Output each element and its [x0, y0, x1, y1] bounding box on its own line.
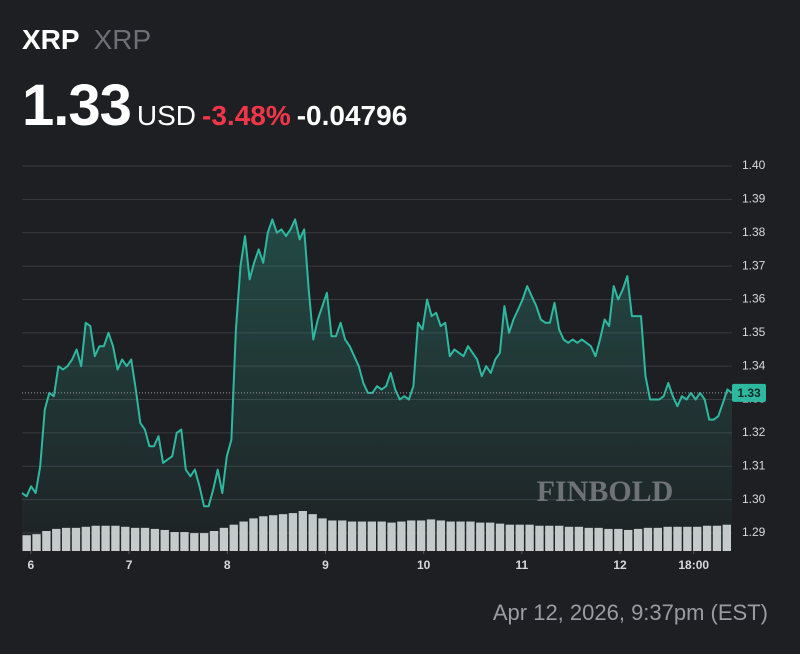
y-tick-label: 1.36 [742, 292, 766, 306]
asset-name: XRP [93, 24, 152, 55]
last-price-badge [732, 383, 766, 402]
change-percent: -3.48% [202, 100, 291, 131]
symbol: XRP [22, 24, 80, 55]
x-tick-label: 7 [126, 558, 133, 572]
header: XRP XRP [22, 24, 151, 56]
y-tick-label: 1.38 [742, 225, 766, 239]
watermark: FINBOLD [537, 475, 674, 508]
currency: USD [136, 100, 197, 131]
x-tick-label: 6 [27, 558, 34, 572]
y-tick-label: 1.37 [742, 258, 766, 272]
last-price-label: 1.33 [737, 386, 761, 400]
y-tick-label: 1.30 [742, 492, 766, 506]
x-tick-label: 12 [613, 558, 627, 572]
price-line [21, 218, 733, 508]
change: -0.04796 [296, 100, 408, 131]
y-tick-label: 1.31 [742, 458, 766, 472]
x-tick-label: 10 [417, 558, 431, 572]
y-tick-label: 1.35 [742, 325, 766, 339]
price: 1.33 [22, 73, 132, 138]
y-tick-label: 1.34 [742, 358, 766, 372]
chart: 1.29 1.30 1.31 1.32 1.33 1.34 1.35 1.36 1.37 1.38… [21, 158, 766, 572]
x-tick-label: 18:00 [678, 558, 709, 572]
area [22, 219, 732, 551]
y-tick-label: 1.39 [742, 192, 766, 206]
x-tick-label: 8 [224, 558, 231, 572]
quote: 1.33 USD -3.48% -0.04796 [22, 72, 407, 139]
x-tick-label: 11 [516, 558, 529, 572]
y-tick-label: 1.40 [742, 158, 766, 172]
y-tick-label: 1.29 [742, 525, 766, 539]
timestamp: Apr 12, 2026, 9:37pm (EST) [492, 600, 768, 625]
x-tick-label: 9 [322, 558, 329, 572]
y-tick-label: 1.32 [742, 425, 766, 439]
